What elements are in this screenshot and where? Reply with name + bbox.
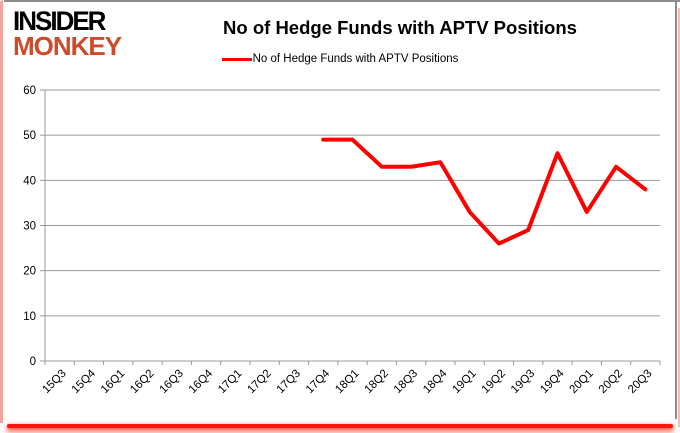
chart-title: No of Hedge Funds with APTV Positions <box>223 17 577 38</box>
card-border-top <box>4 0 680 2</box>
x-axis-label: 17Q3 <box>275 368 303 396</box>
legend-label: No of Hedge Funds with APTV Positions <box>252 53 459 65</box>
x-axis-label: 16Q1 <box>99 368 127 396</box>
x-axis-label: 18Q2 <box>363 368 391 396</box>
card-border-right-glow <box>678 8 680 427</box>
x-axis-label: 20Q2 <box>597 368 625 396</box>
y-axis-label: 60 <box>23 85 36 97</box>
y-axis-label: 30 <box>23 221 36 233</box>
y-axis-label: 20 <box>23 266 36 278</box>
legend-line-swatch <box>221 57 252 61</box>
card-bottom-red-bar <box>7 424 673 428</box>
x-axis-label: 16Q2 <box>128 368 156 396</box>
x-axis-label: 19Q3 <box>509 368 537 396</box>
x-axis-label: 17Q2 <box>245 368 273 396</box>
x-axis-label: 17Q1 <box>216 368 244 396</box>
x-axis-label: 18Q3 <box>392 368 420 396</box>
logo-text-monkey: MONKEY <box>13 31 122 61</box>
insider-monkey-logo: INSIDER MONKEY <box>13 5 122 61</box>
card-border-right <box>675 2 677 419</box>
x-axis-label: 20Q3 <box>626 368 654 396</box>
legend: No of Hedge Funds with APTV Positions <box>0 53 680 65</box>
y-axis-label: 50 <box>23 130 36 142</box>
x-axis-label: 17Q4 <box>304 367 333 396</box>
x-axis-label: 15Q4 <box>70 367 99 396</box>
x-axis-label: 16Q4 <box>187 367 216 396</box>
x-axis-label: 19Q2 <box>480 368 508 396</box>
y-axis-label: 10 <box>23 311 36 323</box>
series-line <box>321 137 648 246</box>
logo-text-insider: INSIDER <box>13 5 106 37</box>
y-axis-label: 40 <box>23 175 36 187</box>
x-axis-label: 18Q1 <box>333 368 361 396</box>
x-axis-label: 19Q1 <box>450 368 478 396</box>
card-border-left <box>0 0 3 423</box>
y-axis-label: 0 <box>30 356 36 368</box>
x-axis-label: 18Q4 <box>421 367 450 396</box>
x-axis-label: 16Q3 <box>158 368 186 396</box>
x-axis-label: 20Q1 <box>568 368 596 396</box>
x-axis-label: 15Q3 <box>40 368 68 396</box>
x-axis-label: 19Q4 <box>538 367 567 396</box>
